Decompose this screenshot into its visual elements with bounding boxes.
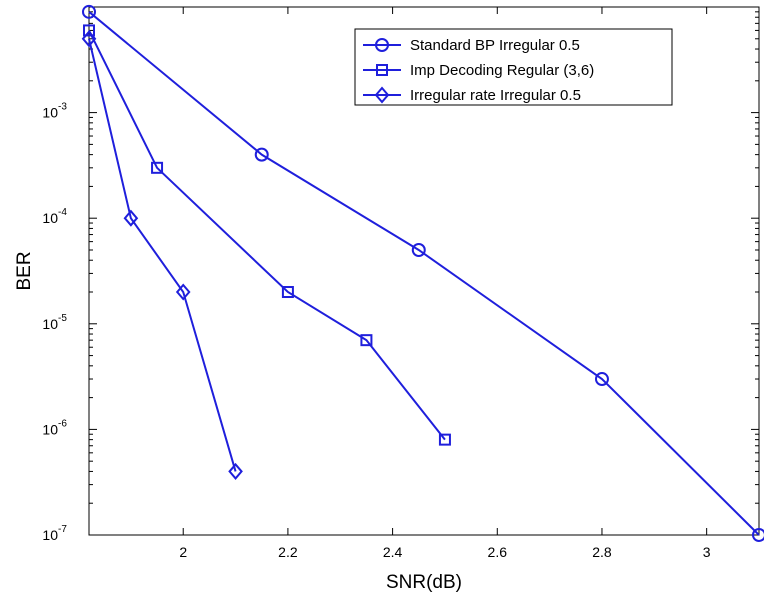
- legend-label: Irregular rate Irregular 0.5: [410, 87, 581, 104]
- data-point-circle: [82, 4, 96, 19]
- legend-label: Imp Decoding Regular (3,6): [410, 62, 594, 79]
- y-tick-label-exponent: -6: [58, 418, 67, 429]
- y-axis-label: BER: [14, 251, 35, 290]
- y-tick-label-base: 10: [42, 105, 58, 121]
- data-point-circle: [594, 372, 609, 387]
- y-tick-label-base: 10: [42, 316, 58, 332]
- data-point-diamond: [175, 283, 191, 301]
- data-point-circle: [752, 528, 764, 542]
- tick-layer: 2 2.2 2.4 2.6 2.8 310-710-610-510-410-3: [42, 7, 759, 560]
- y-tick-label-base: 10: [42, 421, 58, 437]
- data-point-square: [281, 286, 294, 299]
- y-tick-label-base: 10: [42, 527, 58, 543]
- series-line: [88, 29, 446, 441]
- series-diamond: [81, 30, 243, 480]
- data-point-diamond: [228, 462, 243, 480]
- legend-marker-diamond: [374, 86, 390, 104]
- legend-label: Standard BP Irregular 0.5: [410, 37, 580, 54]
- x-tick-label: 2.8: [592, 544, 612, 560]
- y-tick-label-exponent: -4: [58, 207, 67, 218]
- x-axis-label: SNR(dB): [386, 572, 462, 593]
- x-tick-label: 2.6: [488, 544, 508, 560]
- data-point-circle: [411, 242, 426, 257]
- legend-marker-square: [376, 64, 388, 76]
- y-tick-label-exponent: -7: [58, 524, 67, 535]
- data-point-square: [438, 433, 451, 446]
- plot-frame: [88, 6, 760, 536]
- series-line: [88, 11, 760, 536]
- series-circle: [82, 4, 764, 542]
- data-point-square: [83, 24, 95, 37]
- legend-marker-circle: [375, 38, 389, 52]
- data-point-circle: [254, 147, 269, 162]
- x-tick-label: 2.4: [383, 544, 403, 560]
- y-tick-label-base: 10: [42, 210, 58, 226]
- series-layer: [81, 4, 764, 542]
- series-line: [88, 38, 237, 472]
- data-point-diamond: [81, 30, 97, 48]
- x-tick-label: 2.2: [278, 544, 298, 560]
- data-point-square: [360, 334, 373, 347]
- y-tick-label-exponent: -3: [58, 102, 67, 113]
- data-point-diamond: [123, 209, 139, 227]
- y-tick-label-exponent: -5: [58, 313, 67, 324]
- x-tick-label: 3: [703, 544, 711, 560]
- data-point-square: [151, 161, 164, 174]
- legend: Standard BP Irregular 0.5 Imp Decoding Re…: [354, 28, 673, 106]
- legend-box: [354, 28, 673, 106]
- series-square: [83, 24, 451, 446]
- x-tick-label: 2: [179, 544, 187, 560]
